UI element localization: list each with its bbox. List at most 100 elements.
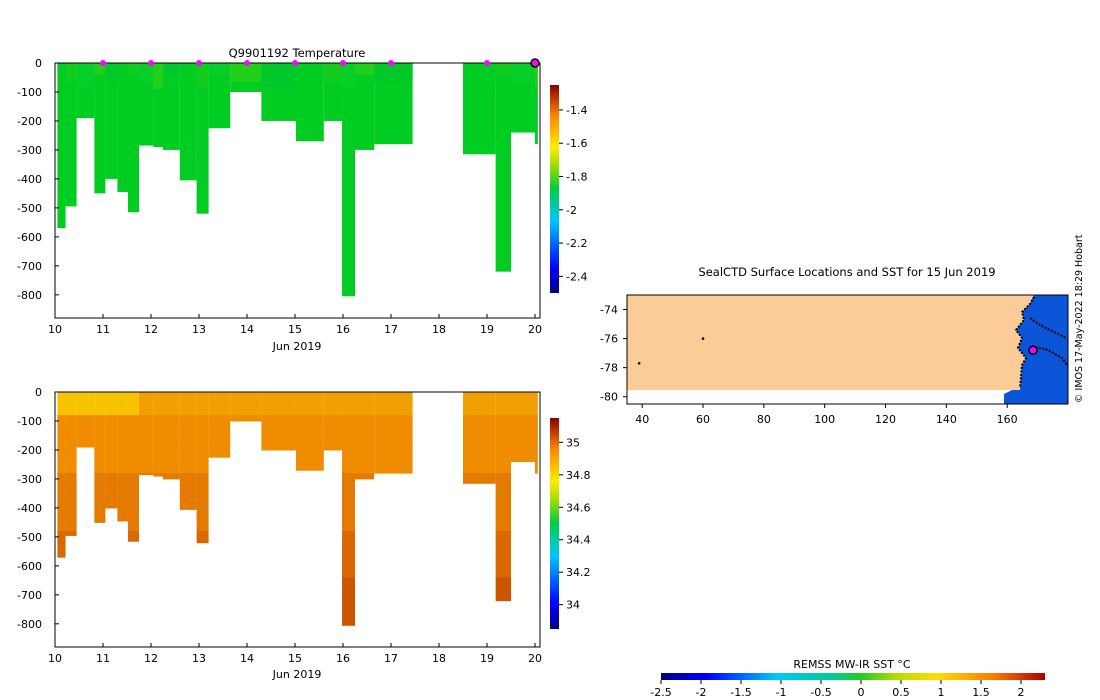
temperature-cell <box>105 63 118 82</box>
x-tick-label: 16 <box>336 652 350 665</box>
salinity-cell <box>495 531 511 544</box>
salinity-cell <box>463 473 496 484</box>
salinity-cell <box>511 449 535 463</box>
salinity-data <box>57 392 538 626</box>
salinity-cell <box>117 496 128 509</box>
y-tick-label: -500 <box>17 202 42 215</box>
salinity-cell <box>495 589 511 602</box>
profile-marker <box>484 60 490 66</box>
salinity-cell <box>511 392 535 405</box>
salinity-cell <box>342 415 355 428</box>
x-tick-label: 18 <box>432 323 446 336</box>
salinity-cell <box>196 392 209 405</box>
salinity-cell <box>65 461 77 474</box>
salinity-cell <box>323 415 343 428</box>
salinity-cell <box>342 461 355 474</box>
salinity-cell <box>535 392 538 405</box>
temperature-profile <box>179 63 197 181</box>
salinity-cell <box>342 554 355 567</box>
salinity-cell <box>179 461 197 474</box>
salinity-cell <box>495 403 511 416</box>
x-tick-label: 10 <box>48 323 62 336</box>
salinity-cell <box>511 426 535 439</box>
x-tick-label: 13 <box>192 652 206 665</box>
salinity-cell <box>57 438 66 451</box>
profile-marker <box>196 60 202 66</box>
salinity-cell <box>94 507 106 520</box>
colorbar-tick-label: 34 <box>566 599 580 612</box>
salinity-cell <box>208 415 231 428</box>
salinity-cell <box>139 415 154 428</box>
x-tick-label: 11 <box>96 652 110 665</box>
salinity-cell <box>94 519 106 523</box>
x-tick-label: 17 <box>384 323 398 336</box>
salinity-cell <box>208 392 231 405</box>
salinity-cell <box>374 461 413 474</box>
salinity-cell <box>495 415 511 428</box>
salinity-cell <box>57 426 66 439</box>
salinity-cell <box>295 426 324 439</box>
salinity-cell <box>511 438 535 451</box>
temperature-profile <box>57 63 66 229</box>
salinity-cell <box>163 403 180 416</box>
sst-colorbar-tick-label: -2 <box>696 686 707 699</box>
map-y-tick-label: -78 <box>600 362 618 375</box>
salinity-cell <box>65 415 77 428</box>
salinity-cell <box>65 531 77 536</box>
salinity-cell <box>196 415 209 428</box>
salinity-cell <box>179 507 197 510</box>
sst-colorbar-tick-label: -1.5 <box>730 686 751 699</box>
salinity-cell <box>117 507 128 520</box>
salinity-cell <box>208 438 231 451</box>
salinity-cell <box>163 449 180 463</box>
salinity-cell <box>261 415 296 428</box>
salinity-cell <box>342 484 355 497</box>
salinity-cell <box>57 449 66 463</box>
salinity-cell <box>342 577 355 590</box>
temperature-title: Q9901192 Temperature <box>229 46 366 60</box>
salinity-cell <box>535 461 538 474</box>
observation-point <box>637 362 641 365</box>
sst-colorbar-tick-label: 1.5 <box>972 686 990 699</box>
salinity-cell <box>535 426 538 439</box>
salinity-cell <box>179 415 197 428</box>
sst-colorbar-tick-label: 0.5 <box>892 686 910 699</box>
salinity-cell <box>76 426 95 439</box>
temperature-profile <box>342 63 355 297</box>
colorbar-tick-label: 34.4 <box>566 534 591 547</box>
salinity-cell <box>139 473 154 476</box>
salinity-cell <box>196 484 209 497</box>
salinity-cell <box>94 461 106 474</box>
colorbar-tick-label: 35 <box>566 436 580 449</box>
map-x-tick-label: 80 <box>757 413 771 426</box>
salinity-cell <box>57 415 66 428</box>
salinity-cell <box>57 461 66 474</box>
temperature-cell <box>374 63 413 82</box>
salinity-cell <box>105 392 118 405</box>
salinity-cell <box>342 438 355 451</box>
salinity-cell <box>127 449 139 463</box>
y-tick-label: -800 <box>17 618 42 631</box>
salinity-cell <box>57 554 66 558</box>
salinity-cell <box>179 426 197 439</box>
salinity-cell <box>57 473 66 486</box>
salinity-cell <box>463 392 496 405</box>
temperature-cell <box>94 63 106 75</box>
salinity-cell <box>374 426 413 439</box>
temperature-cell <box>196 63 209 90</box>
salinity-cell <box>261 403 296 416</box>
temperature-profile <box>105 63 118 179</box>
sst-colorbar-tick-label: 1 <box>938 686 945 699</box>
salinity-cell <box>495 449 511 463</box>
salinity-cell <box>355 426 375 439</box>
salinity-cell <box>196 507 209 520</box>
salinity-cell <box>117 461 128 474</box>
salinity-panel: 10 11 12 13 14 15 16 17 18 19 20 0 -100 -200 -300 -400… <box>17 386 590 681</box>
salinity-cell <box>153 438 163 451</box>
temperature-profile <box>355 63 375 150</box>
y-tick-label: -400 <box>17 173 42 186</box>
profile-marker <box>244 60 250 66</box>
salinity-cell <box>105 415 118 428</box>
temperature-data <box>57 63 538 297</box>
salinity-cell <box>196 473 209 486</box>
